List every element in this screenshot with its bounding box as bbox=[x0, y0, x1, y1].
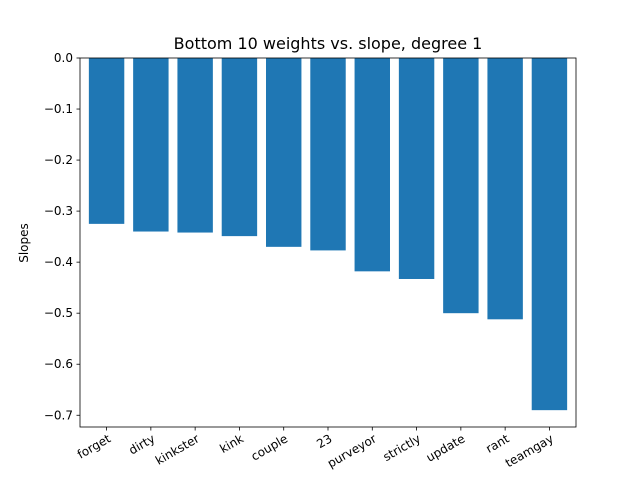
bar-dirty bbox=[133, 58, 169, 232]
y-tick-label: −0.2 bbox=[44, 153, 73, 167]
bar-kink bbox=[221, 58, 258, 237]
y-tick-label: 0.0 bbox=[54, 51, 73, 65]
bar-purveyor bbox=[354, 58, 390, 272]
bar-update bbox=[443, 58, 479, 314]
y-axis-label: Slopes bbox=[17, 223, 31, 263]
y-tick-label: −0.3 bbox=[44, 204, 73, 218]
y-tick-label: −0.4 bbox=[44, 255, 73, 269]
bar-strictly bbox=[398, 58, 435, 279]
bar-teamgay bbox=[531, 58, 568, 411]
x-tick-label-23: 23 bbox=[314, 431, 334, 451]
y-tick-label: −0.7 bbox=[44, 408, 73, 422]
y-tick-label: −0.6 bbox=[44, 357, 73, 371]
bar-23 bbox=[310, 58, 346, 251]
y-tick-label: −0.1 bbox=[44, 102, 73, 116]
bar-forget bbox=[88, 58, 125, 224]
bar-kinkster bbox=[177, 58, 213, 233]
chart-title: Bottom 10 weights vs. slope, degree 1 bbox=[174, 34, 483, 53]
y-tick-label: −0.5 bbox=[44, 306, 73, 320]
bar-couple bbox=[266, 58, 302, 247]
bar-rant bbox=[487, 58, 523, 320]
